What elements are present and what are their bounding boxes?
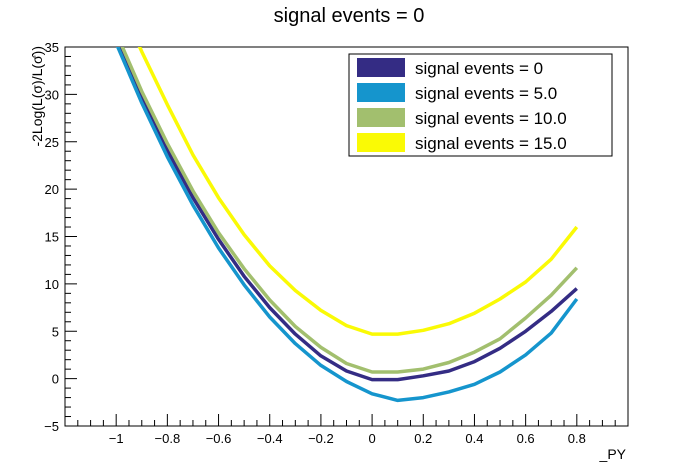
legend-swatch-2 [357,108,405,127]
y-axis: −5 0 5 10 15 20 25 30 35 [44,40,77,434]
chart-title: signal events = 0 [274,5,425,27]
series-line-3 [137,47,579,336]
y-tick-label: −5 [44,419,59,434]
x-axis-title: _PY [599,446,627,462]
y-tick-label: 15 [45,230,59,245]
x-tick-label: 0.2 [414,431,432,446]
y-tick-label: 35 [45,40,59,55]
series-line-2 [120,47,579,374]
x-tick-label: 0.6 [517,431,535,446]
x-axis: −1 −0.8 −0.6 −0.4 −0.2 0 0.2 0.4 0.6 0.8 [64,414,629,446]
series-line-0 [116,47,578,382]
x-tick-label: −0.6 [206,431,232,446]
x-tick-label: 0.8 [568,431,586,446]
y-tick-label: 10 [45,277,59,292]
legend-swatch-3 [357,133,405,152]
series-group [115,47,579,403]
x-tick-label: −0.2 [308,431,334,446]
legend-label-0: signal events = 0 [415,59,543,78]
x-tick-label: −0.8 [155,431,181,446]
y-tick-label: 30 [45,87,59,102]
y-tick-label: 20 [45,182,59,197]
y-axis-title: -2Log(L(σ)/L(σ̂)) [29,46,45,147]
legend-label-1: signal events = 5.0 [415,84,557,103]
legend: signal events = 0 signal events = 5.0 sign… [348,53,613,157]
y-tick-label: 5 [52,324,59,339]
y-tick-label: 25 [45,135,59,150]
x-tick-label: 0.4 [465,431,483,446]
series-line-1 [115,47,579,403]
x-tick-label: −1 [109,431,124,446]
x-tick-label: −0.4 [257,431,283,446]
legend-swatch-1 [357,83,405,102]
legend-swatch-0 [357,58,405,77]
legend-label-2: signal events = 10.0 [415,109,567,128]
x-tick-label: 0 [368,431,375,446]
legend-label-3: signal events = 15.0 [415,134,567,153]
y-tick-label: 0 [52,372,59,387]
